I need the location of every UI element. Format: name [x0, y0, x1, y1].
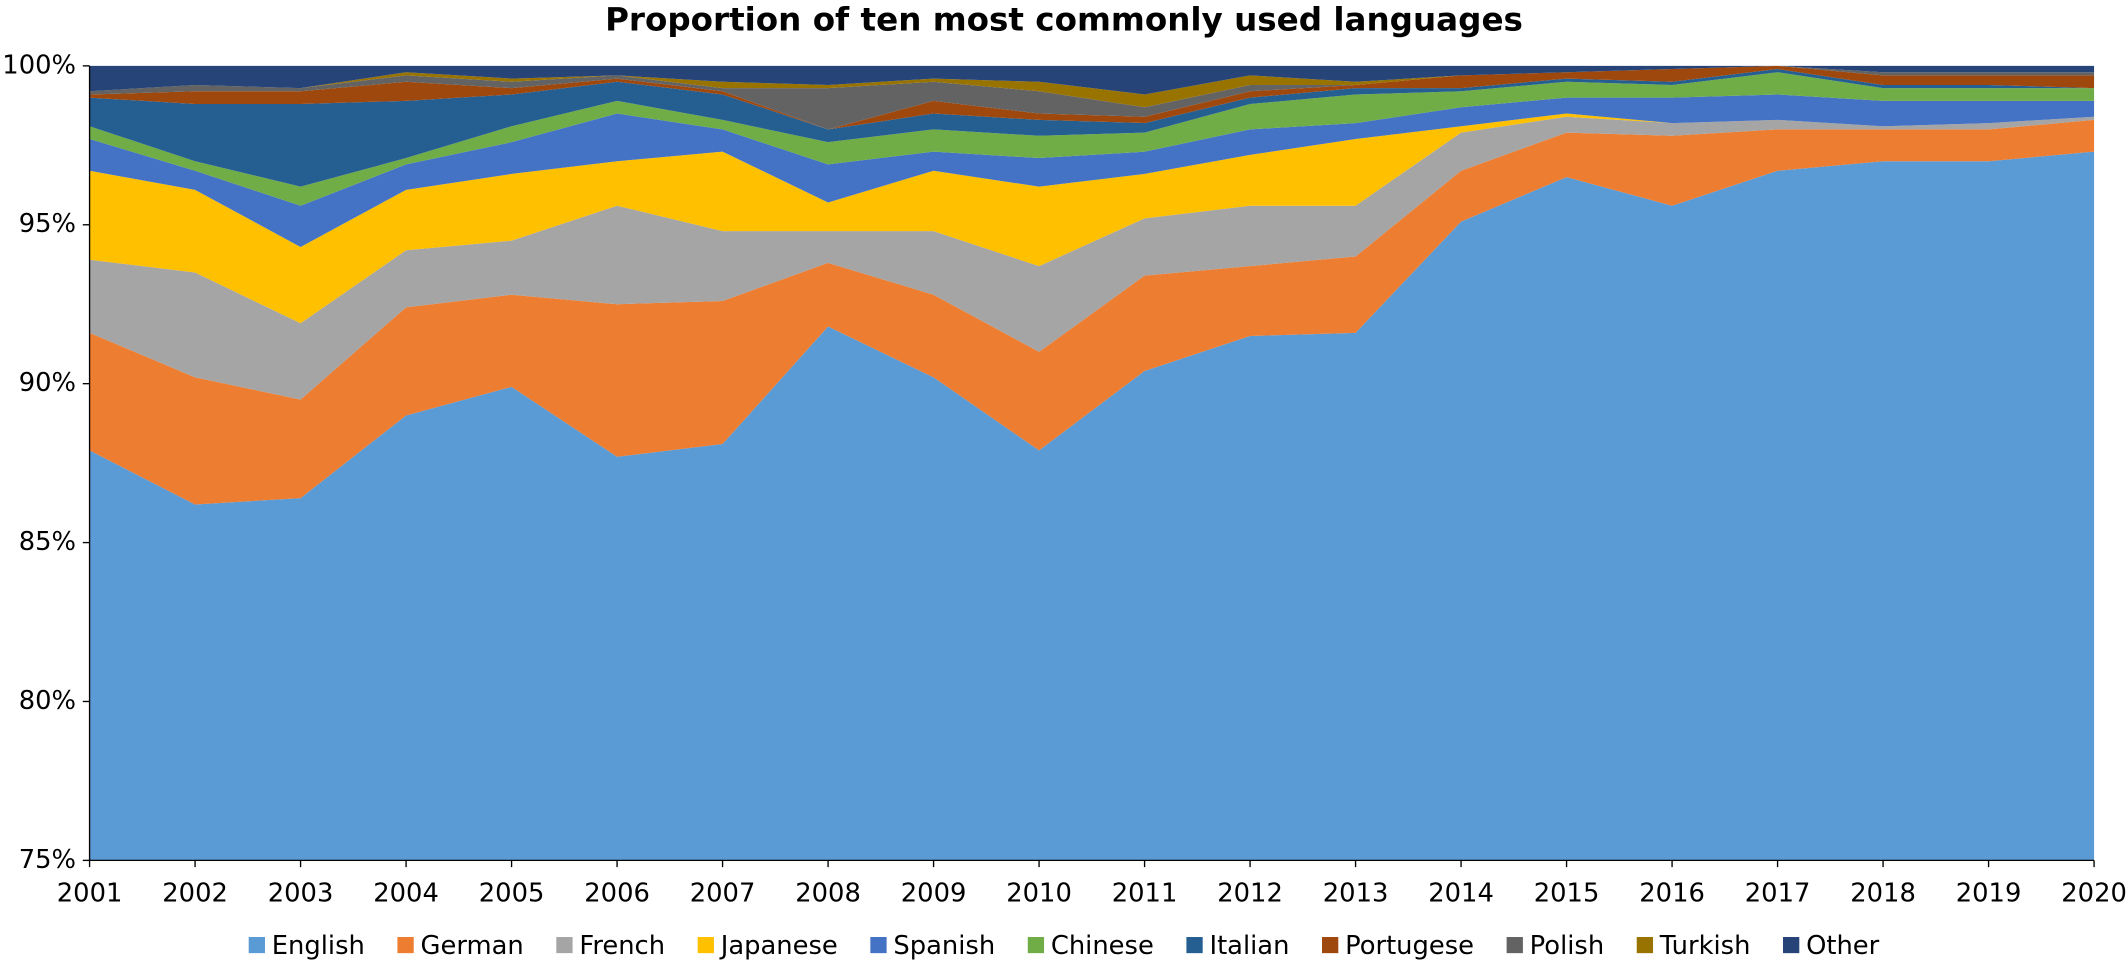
legend-item: Other	[1783, 931, 1880, 961]
legend-label: English	[272, 931, 365, 961]
legend-swatch	[248, 937, 265, 954]
legend-swatch	[556, 937, 573, 954]
area	[89, 65, 2095, 95]
area	[89, 72, 2095, 206]
legend-swatch	[1186, 937, 1203, 954]
y-tick-label: 85%	[19, 527, 76, 557]
legend-item: Italian	[1186, 931, 1289, 961]
y-tick-label: 95%	[19, 209, 76, 239]
x-tick-label: 2010	[1006, 879, 1072, 909]
legend-label: Turkish	[1659, 931, 1751, 961]
legend-item: Chinese	[1027, 931, 1154, 961]
legend-label: Polish	[1530, 931, 1604, 961]
legend-swatch	[697, 937, 714, 954]
legend-swatch	[1636, 937, 1654, 954]
legend-item: Portugese	[1322, 931, 1474, 961]
x-tick-label: 2013	[1323, 879, 1389, 909]
legend-swatch	[1783, 937, 1800, 954]
legend-swatch	[1322, 937, 1339, 954]
x-tick-label: 2016	[1639, 879, 1705, 909]
legend-item: Polish	[1506, 931, 1604, 961]
x-tick-label: 2009	[901, 879, 967, 909]
legend-label: Chinese	[1051, 931, 1154, 961]
legend-label: Italian	[1209, 931, 1289, 961]
y-tick-label: 75%	[19, 845, 76, 875]
legend-label: Other	[1806, 931, 1880, 961]
x-tick-label: 2020	[2061, 879, 2127, 909]
x-tick-label: 2005	[479, 879, 545, 909]
x-tick-label: 2007	[690, 879, 756, 909]
area	[89, 119, 2095, 505]
x-tick-label: 2019	[1956, 879, 2022, 909]
legend-item: Spanish	[870, 931, 995, 961]
x-tick-label: 2004	[373, 879, 439, 909]
area	[89, 116, 2095, 400]
legend-swatch	[397, 937, 414, 954]
x-tick-label: 2012	[1217, 879, 1283, 909]
x-tick-label: 2002	[162, 879, 228, 909]
legend-swatch	[1506, 937, 1523, 954]
legend-item: Turkish	[1636, 931, 1751, 961]
legend-label: French	[579, 931, 665, 961]
legend-item: German	[397, 931, 524, 961]
legend-label: Spanish	[893, 931, 995, 961]
x-tick-label: 2018	[1850, 879, 1916, 909]
legend-label: German	[421, 931, 524, 961]
x-tick-label: 2014	[1428, 879, 1494, 909]
x-tick-label: 2015	[1534, 879, 1600, 909]
legend-item: Japanese	[697, 931, 838, 961]
x-tick-label: 2017	[1745, 879, 1811, 909]
x-tick-label: 2011	[1112, 879, 1178, 909]
area	[89, 113, 2095, 324]
x-tick-label: 2003	[268, 879, 334, 909]
legend-item: English	[248, 931, 365, 961]
legend-label: Portugese	[1345, 931, 1474, 961]
area	[89, 65, 2095, 130]
x-tick-label: 2006	[584, 879, 650, 909]
area	[89, 69, 2095, 187]
y-tick-label: 80%	[19, 686, 76, 716]
y-tick-label: 100%	[2, 50, 76, 80]
chart-title: Proportion of ten most commonly used lan…	[605, 1, 1523, 39]
area	[89, 151, 2095, 861]
legend-item: French	[556, 931, 665, 961]
area	[89, 94, 2095, 248]
legend-label: Japanese	[719, 931, 838, 961]
legend-swatch	[1027, 937, 1045, 954]
x-tick-label: 2008	[795, 879, 861, 909]
x-tick-label: 2001	[57, 879, 123, 909]
y-tick-label: 90%	[19, 368, 76, 398]
legend-swatch	[870, 937, 887, 954]
